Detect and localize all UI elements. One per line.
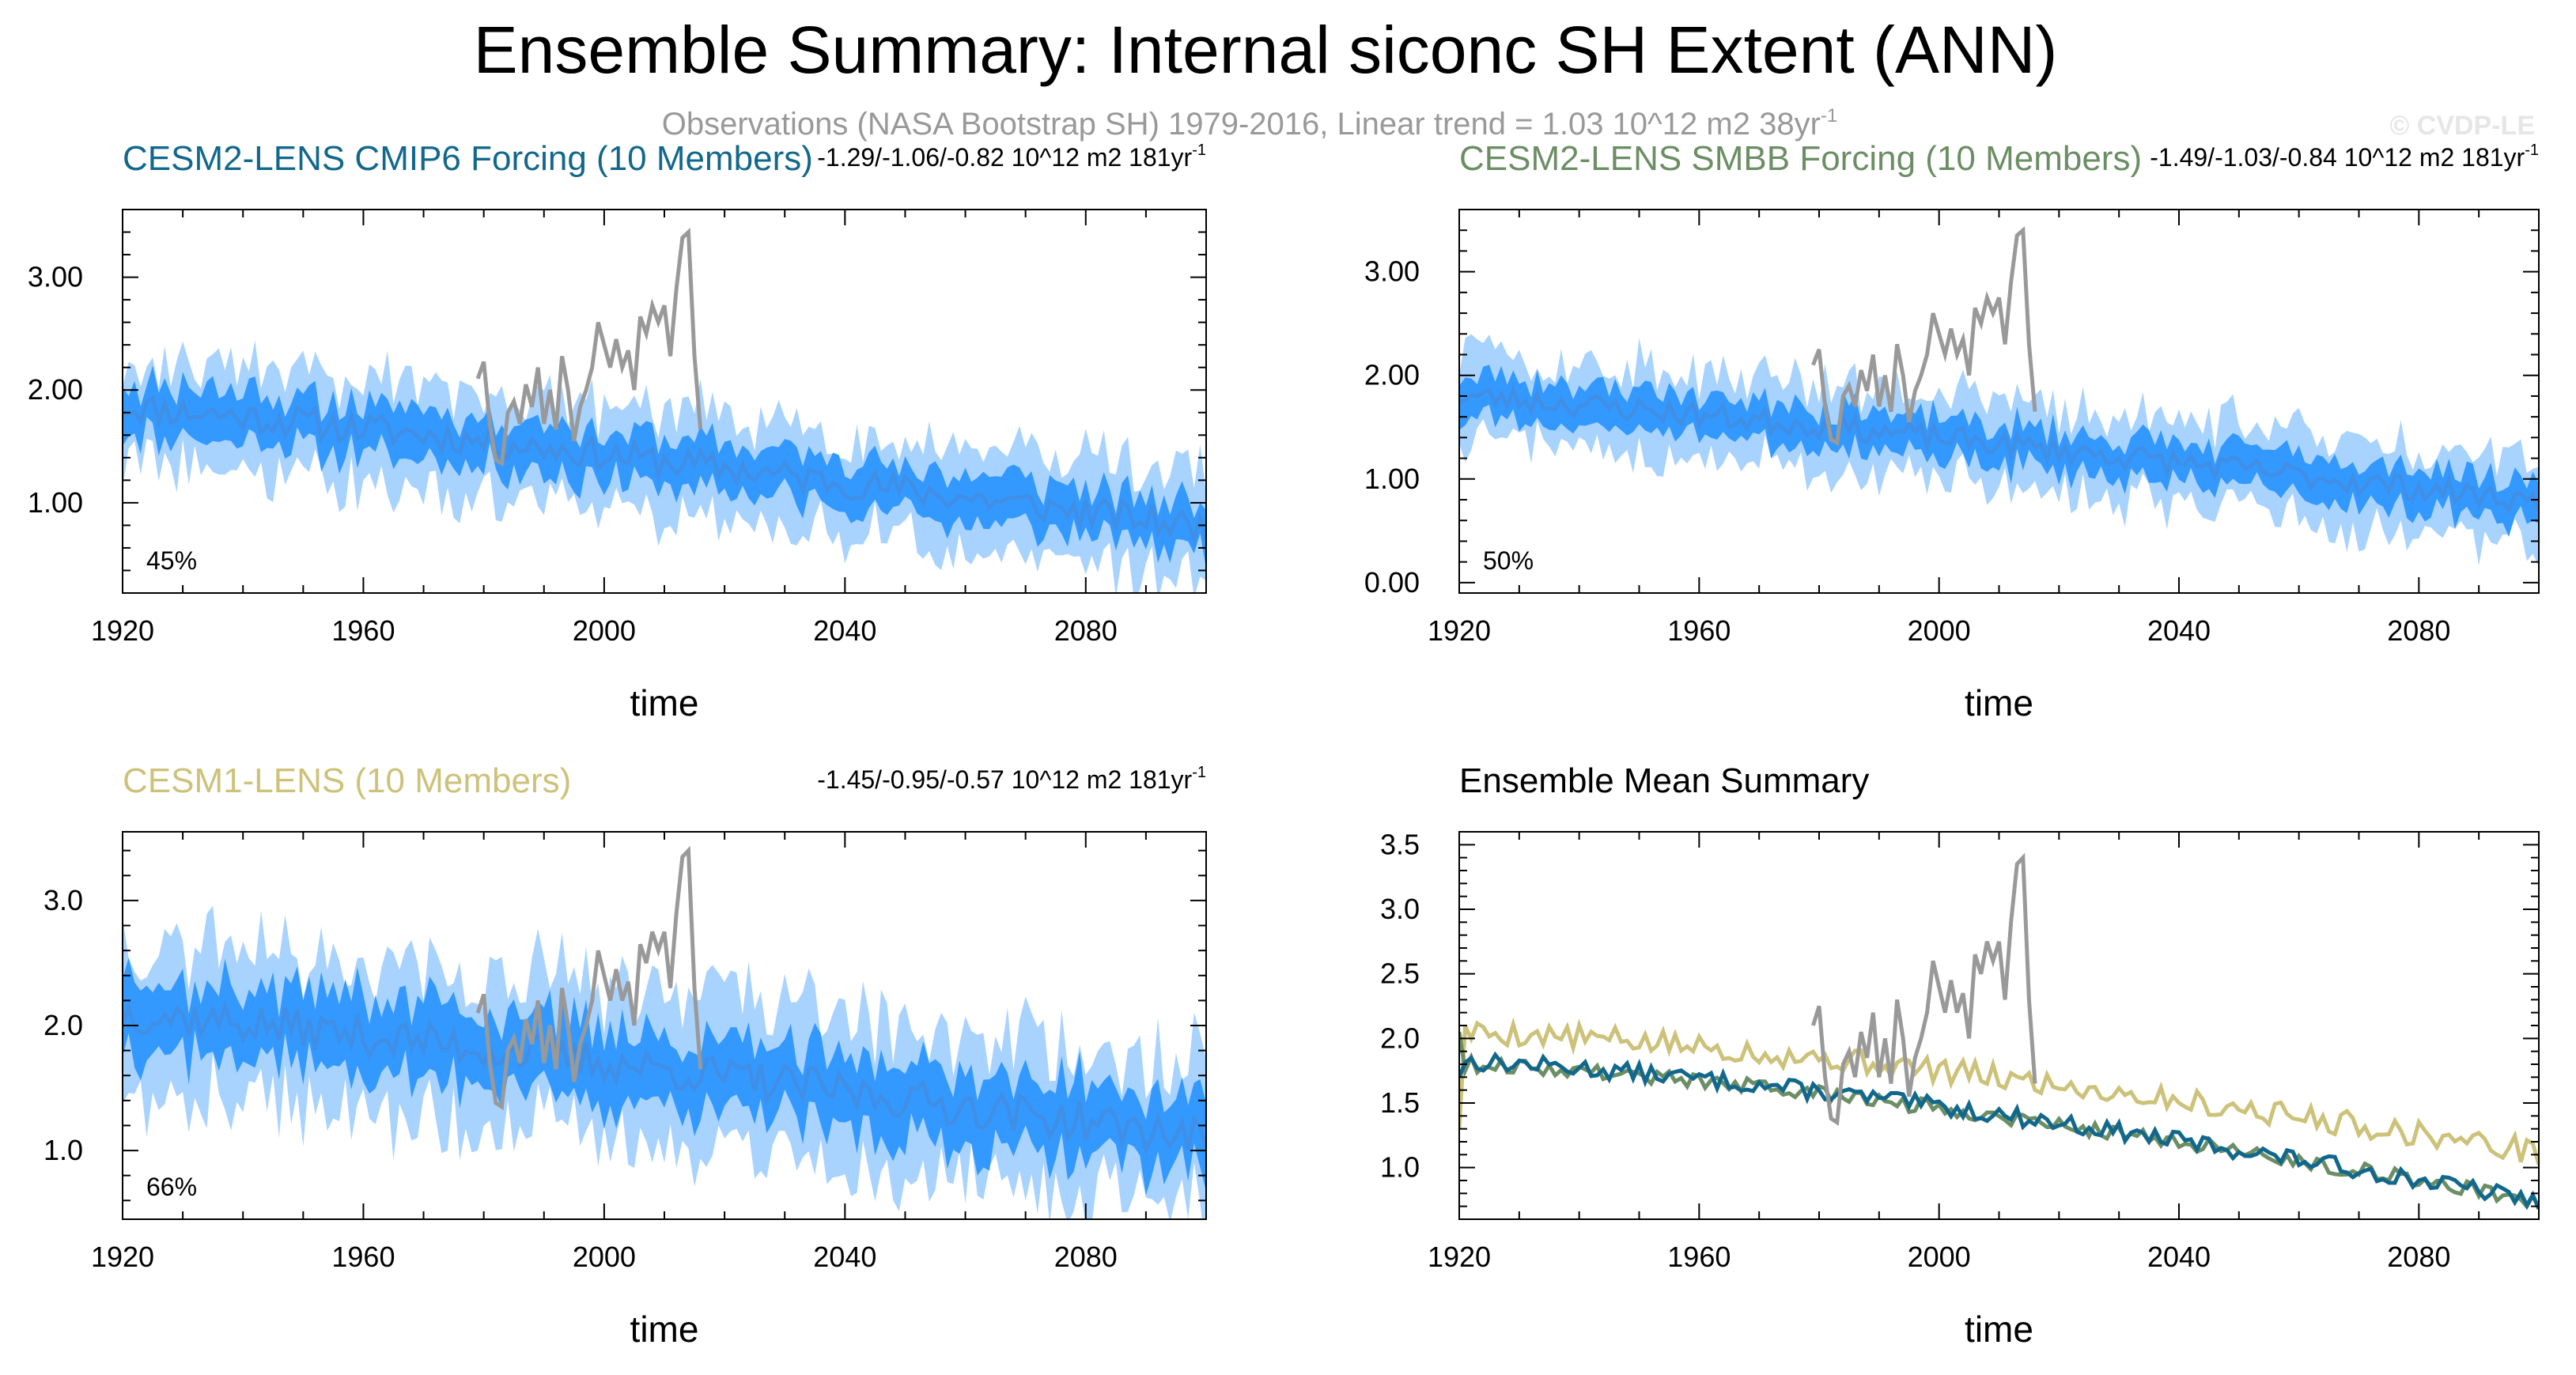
y-tick-label: 2.5	[1380, 958, 1420, 990]
y-tick-label: 1.0	[44, 1134, 83, 1166]
observations-line	[1811, 852, 2037, 1126]
plot-area	[123, 845, 1206, 1219]
x-tick-label: 2080	[1054, 614, 1118, 647]
x-tick-label: 2040	[813, 1241, 876, 1273]
x-tick-label: 1920	[1428, 1241, 1491, 1273]
plot-area	[1459, 225, 2539, 567]
figure-subtitle-sup: -1	[1821, 105, 1837, 127]
x-tick-label: 2080	[2387, 614, 2450, 647]
x-tick-label: 2040	[2147, 614, 2211, 647]
y-tick-label: 3.5	[1380, 828, 1420, 860]
x-tick-label: 2040	[813, 614, 876, 647]
series-line-cesm2-lens-cmip6	[1459, 1051, 2539, 1210]
x-tick-label: 2000	[1908, 1241, 1971, 1273]
ensemble-mean-line	[123, 395, 1206, 546]
y-tick-label: 2.00	[1364, 359, 1420, 391]
ensemble-mean-line	[123, 999, 1206, 1155]
observations-line	[475, 228, 703, 467]
observations-line	[475, 845, 703, 1110]
x-tick-label: 2080	[1054, 1241, 1118, 1273]
x-axis-label: time	[1965, 1309, 2033, 1350]
plot-frame	[1458, 831, 2540, 1220]
inner-spread-band	[123, 365, 1206, 569]
panel-ensemble-mean-summary: 1920 1960 2000 2040 2080 1.0 1.5 2.0 2.5 3.0 3.5 ti…	[1380, 761, 2540, 1350]
panel-title: CESM2-LENS SMBB Forcing (10 Members)	[1459, 139, 2142, 178]
panel-cmip6-forcing: 1920 1960 2000 2040 2080 1.00 2.00 3.00 time CESM…	[28, 139, 1207, 723]
y-tick-label: 3.0	[1380, 893, 1420, 925]
ensemble-mean-line	[1459, 383, 2539, 515]
y-tick-label: 1.0	[1380, 1151, 1420, 1184]
inner-spread-band	[1459, 365, 2539, 537]
y-tick-label: 1.00	[28, 486, 83, 519]
panel-title: Ensemble Mean Summary	[1459, 761, 1869, 800]
x-tick-label: 1960	[1667, 1241, 1731, 1273]
y-tick-label: 1.00	[1364, 463, 1420, 495]
x-tick-label: 1920	[1428, 614, 1491, 647]
percent-label: 50%	[1483, 546, 1534, 575]
x-axis-label: time	[630, 1309, 699, 1350]
plot-area	[123, 228, 1206, 593]
panel-title: CESM2-LENS CMIP6 Forcing (10 Members)	[123, 139, 813, 178]
plot-area	[1459, 852, 2539, 1211]
trend-sup: -1	[2525, 142, 2539, 159]
x-tick-label: 1960	[331, 614, 395, 647]
x-tick-label: 2000	[1908, 614, 1971, 647]
trend-text: -1.49/-1.03/-0.84 10^12 m2 181yr	[2150, 143, 2525, 172]
x-tick-label: 2000	[573, 1241, 636, 1273]
x-axis-label: time	[630, 682, 699, 723]
figure-title: Ensemble Summary: Internal siconc SH Ext…	[474, 13, 2058, 87]
y-tick-label: 3.00	[28, 261, 83, 293]
x-axis-label: time	[1965, 682, 2033, 723]
trend-text: -1.45/-0.95/-0.57 10^12 m2 181yr	[817, 765, 1192, 794]
y-tick-label: 3.00	[1364, 255, 1420, 288]
inner-spread-band	[123, 958, 1206, 1196]
trend-label: -1.45/-0.95/-0.57 10^12 m2 181yr-1	[817, 764, 1206, 794]
trend-sup: -1	[1192, 142, 1206, 159]
panel-title: CESM1-LENS (10 Members)	[123, 761, 571, 800]
trend-label: -1.49/-1.03/-0.84 10^12 m2 181yr-1	[2150, 142, 2539, 172]
figure-subtitle: Observations (NASA Bootstrap SH) 1979-20…	[662, 105, 1838, 142]
x-tick-label: 1960	[331, 1241, 395, 1273]
y-tick-label: 2.0	[1380, 1022, 1420, 1054]
y-tick-label: 0.00	[1364, 566, 1420, 599]
percent-label: 45%	[146, 546, 197, 575]
trend-sup: -1	[1192, 764, 1206, 781]
watermark: © CVDP-LE	[2389, 111, 2535, 141]
trend-text: -1.29/-1.06/-0.82 10^12 m2 181yr	[817, 143, 1192, 172]
x-tick-label: 1960	[1667, 614, 1731, 647]
figure-subtitle-text: Observations (NASA Bootstrap SH) 1979-20…	[662, 107, 1821, 142]
y-tick-label: 1.5	[1380, 1086, 1420, 1119]
y-tick-label: 2.0	[44, 1009, 83, 1041]
y-tick-label: 3.0	[44, 884, 83, 916]
x-tick-label: 2000	[573, 614, 636, 647]
x-tick-label: 1920	[91, 1241, 154, 1273]
series-line-cesm1-lens	[1459, 1017, 2539, 1165]
y-tick-label: 2.00	[28, 373, 83, 406]
x-tick-label: 2080	[2387, 1241, 2450, 1273]
x-tick-label: 2040	[2147, 1241, 2211, 1273]
panel-smbb-forcing: 1920 1960 2000 2040 2080 0.00 1.00 2.00 3.00 time…	[1364, 139, 2540, 723]
percent-label: 66%	[146, 1173, 197, 1201]
panel-cesm1-lens: 1920 1960 2000 2040 2080 1.0 2.0 3.0 time CESM1-L…	[44, 761, 1207, 1350]
trend-label: -1.29/-1.06/-0.82 10^12 m2 181yr-1	[817, 142, 1206, 172]
observations-line	[1811, 225, 2037, 446]
x-tick-label: 1920	[91, 614, 154, 647]
